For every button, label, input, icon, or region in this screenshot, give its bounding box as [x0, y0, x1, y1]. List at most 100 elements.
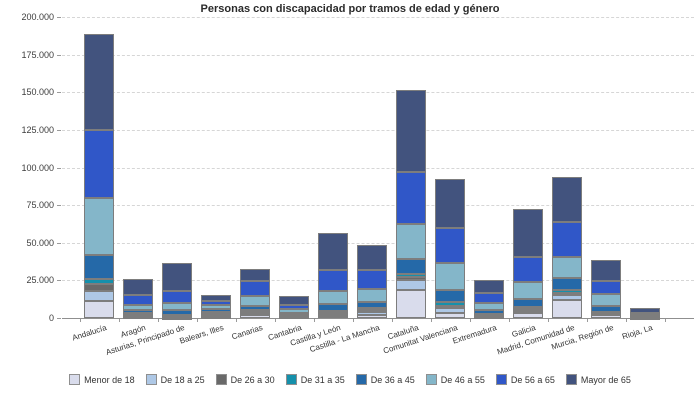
bar-segment[interactable]: [162, 263, 192, 292]
bar-segment[interactable]: [396, 274, 426, 278]
legend-item[interactable]: De 31 a 35: [285, 374, 345, 385]
bar-segment[interactable]: [435, 263, 465, 290]
bar-segment[interactable]: [474, 279, 504, 294]
bar-segment[interactable]: [123, 304, 153, 311]
bar-segment[interactable]: [318, 291, 348, 305]
bar-segment[interactable]: [552, 176, 582, 222]
bar-segment[interactable]: [357, 314, 387, 318]
bar-segment[interactable]: [552, 300, 582, 318]
bar-segment[interactable]: [318, 313, 348, 316]
legend-item[interactable]: De 18 a 25: [145, 374, 205, 385]
legend-item[interactable]: De 36 a 45: [355, 374, 415, 385]
bar-segment[interactable]: [435, 228, 465, 264]
bar-segment[interactable]: [435, 308, 465, 314]
bar-segment[interactable]: [357, 302, 387, 309]
bar-segment[interactable]: [240, 311, 270, 314]
bar-segment[interactable]: [591, 259, 621, 282]
bar-segment[interactable]: [162, 317, 192, 320]
bar-segment[interactable]: [84, 129, 114, 198]
bar-segment[interactable]: [240, 281, 270, 296]
bar-segment[interactable]: [318, 269, 348, 292]
bar-segment[interactable]: [240, 295, 270, 307]
bar-segment[interactable]: [396, 277, 426, 281]
bar-segment[interactable]: [552, 221, 582, 257]
bar-segment[interactable]: [240, 268, 270, 282]
bar-segment[interactable]: [630, 314, 660, 317]
bar-segment[interactable]: [84, 254, 114, 280]
bar-segment[interactable]: [591, 294, 621, 306]
bar-segment[interactable]: [318, 316, 348, 319]
bar-segment[interactable]: [552, 292, 582, 296]
bar-segment[interactable]: [396, 90, 426, 172]
legend-item[interactable]: De 46 a 55: [425, 374, 485, 385]
bar-segment[interactable]: [513, 282, 543, 300]
bar-segment[interactable]: [240, 313, 270, 316]
bar-segment[interactable]: [396, 259, 426, 275]
bar-segment[interactable]: [435, 313, 465, 318]
bar-segment[interactable]: [630, 307, 660, 313]
bar-segment[interactable]: [201, 294, 231, 301]
bar-segment[interactable]: [357, 308, 387, 311]
bar-segment[interactable]: [240, 310, 270, 313]
bar-segment[interactable]: [240, 315, 270, 318]
legend-item[interactable]: De 26 a 30: [215, 374, 275, 385]
bar-segment[interactable]: [474, 303, 504, 310]
bar-segment[interactable]: [84, 33, 114, 130]
bar-segment[interactable]: [279, 295, 309, 305]
bar-segment[interactable]: [201, 300, 231, 306]
bar-segment[interactable]: [279, 312, 309, 315]
bar-segment[interactable]: [552, 295, 582, 300]
bar-segment[interactable]: [435, 290, 465, 303]
bar-segment[interactable]: [357, 269, 387, 289]
bar-segment[interactable]: [630, 312, 660, 315]
bar-segment[interactable]: [435, 305, 465, 309]
bar-segment[interactable]: [435, 178, 465, 229]
bar-segment[interactable]: [162, 291, 192, 303]
bar-segment[interactable]: [279, 314, 309, 317]
bar-segment[interactable]: [396, 280, 426, 290]
bar-segment[interactable]: [396, 290, 426, 318]
bar-segment[interactable]: [513, 307, 543, 310]
bar-segment[interactable]: [279, 308, 309, 313]
bar-segment[interactable]: [396, 171, 426, 224]
bar-segment[interactable]: [435, 302, 465, 306]
bar-segment[interactable]: [123, 279, 153, 296]
legend-item[interactable]: Menor de 18: [69, 374, 135, 385]
bar-segment[interactable]: [84, 291, 114, 301]
bar-segment[interactable]: [357, 312, 387, 315]
bar-segment[interactable]: [396, 223, 426, 259]
bar-segment[interactable]: [162, 314, 192, 317]
bar-segment[interactable]: [162, 310, 192, 315]
bar-segment[interactable]: [513, 309, 543, 311]
bar-segment[interactable]: [357, 288, 387, 303]
bar-segment[interactable]: [474, 313, 504, 316]
bar-segment[interactable]: [513, 299, 543, 308]
bar-segment[interactable]: [513, 312, 543, 318]
bar-segment[interactable]: [123, 295, 153, 305]
bar-segment[interactable]: [318, 314, 348, 317]
bar-segment[interactable]: [513, 209, 543, 257]
bar-segment[interactable]: [474, 293, 504, 304]
bar-segment[interactable]: [201, 312, 231, 315]
bar-segment[interactable]: [591, 305, 621, 312]
bar-segment[interactable]: [318, 304, 348, 312]
bar-segment[interactable]: [552, 290, 582, 293]
bar-segment[interactable]: [552, 278, 582, 290]
bar-segment[interactable]: [201, 317, 231, 319]
bar-segment[interactable]: [318, 311, 348, 314]
bar-segment[interactable]: [240, 306, 270, 311]
legend-item[interactable]: De 56 a 65: [495, 374, 555, 385]
bar-segment[interactable]: [162, 302, 192, 311]
bar-segment[interactable]: [201, 308, 231, 313]
bar-segment[interactable]: [552, 256, 582, 279]
bar-segment[interactable]: [123, 310, 153, 314]
bar-segment[interactable]: [318, 232, 348, 270]
bar-segment[interactable]: [123, 313, 153, 316]
bar-segment[interactable]: [84, 197, 114, 255]
bar-segment[interactable]: [513, 256, 543, 283]
bar-segment[interactable]: [279, 304, 309, 309]
bar-segment[interactable]: [474, 310, 504, 314]
bar-segment[interactable]: [591, 311, 621, 314]
bar-segment[interactable]: [357, 310, 387, 313]
bar-segment[interactable]: [357, 244, 387, 270]
